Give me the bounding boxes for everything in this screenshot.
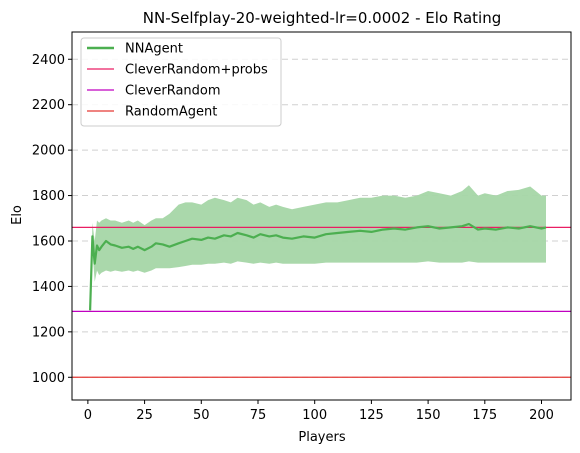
x-tick-label: 100 xyxy=(302,408,327,423)
x-tick-label: 25 xyxy=(136,408,153,423)
y-tick-label: 1400 xyxy=(32,280,65,295)
legend-label: CleverRandom xyxy=(125,84,221,99)
series-line-layer xyxy=(89,222,547,311)
x-tick-label: 150 xyxy=(416,408,441,423)
y-tick-label: 1600 xyxy=(32,234,65,249)
legend-label: NNAgent xyxy=(125,42,183,57)
y-tick-label: 1000 xyxy=(32,371,65,386)
x-tick-label: 75 xyxy=(250,408,267,423)
y-tick-label: 2200 xyxy=(32,98,65,113)
y-tick-label: 2400 xyxy=(32,53,65,68)
y-axis-label: Elo xyxy=(10,205,25,225)
reference-lines-layer xyxy=(72,226,571,378)
x-tick-label: 50 xyxy=(193,408,210,423)
nnagent-series-line xyxy=(89,222,547,311)
x-axis-ticks: 0 25 50 75 100 125 150 175 200 xyxy=(84,400,554,423)
plot-area-frame xyxy=(71,31,572,401)
x-axis-label: Players xyxy=(298,430,345,445)
y-tick-label: 2000 xyxy=(32,144,65,159)
x-tick-label: 125 xyxy=(359,408,384,423)
legend-label: RandomAgent xyxy=(125,105,217,120)
y-axis-ticks: 1000 1200 1400 1600 1800 2000 2200 2400 xyxy=(32,53,72,386)
confidence-band-layer xyxy=(90,185,546,311)
y-tick-label: 1200 xyxy=(32,325,65,340)
legend-box xyxy=(80,37,282,127)
x-tick-label: 200 xyxy=(529,408,554,423)
chart-title: NN-Selfplay-20-weighted-lr=0.0002 - Elo … xyxy=(143,9,501,27)
y-tick-label: 1800 xyxy=(32,189,65,204)
legend-label: CleverRandom+probs xyxy=(125,63,268,78)
x-tick-label: 0 xyxy=(84,408,92,423)
x-tick-label: 175 xyxy=(472,408,497,423)
legend: NNAgent CleverRandom+probs CleverRandom Ran… xyxy=(80,37,282,127)
nnagent-confidence-band xyxy=(90,185,546,311)
